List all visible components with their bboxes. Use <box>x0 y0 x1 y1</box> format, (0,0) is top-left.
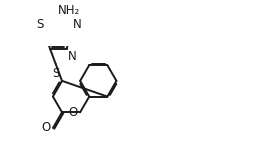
Text: S: S <box>52 67 59 80</box>
Text: S: S <box>36 18 44 31</box>
Text: N: N <box>73 18 82 31</box>
Text: N: N <box>68 50 77 63</box>
Text: NH₂: NH₂ <box>58 4 81 17</box>
Text: O: O <box>69 106 78 119</box>
Text: O: O <box>41 122 50 135</box>
